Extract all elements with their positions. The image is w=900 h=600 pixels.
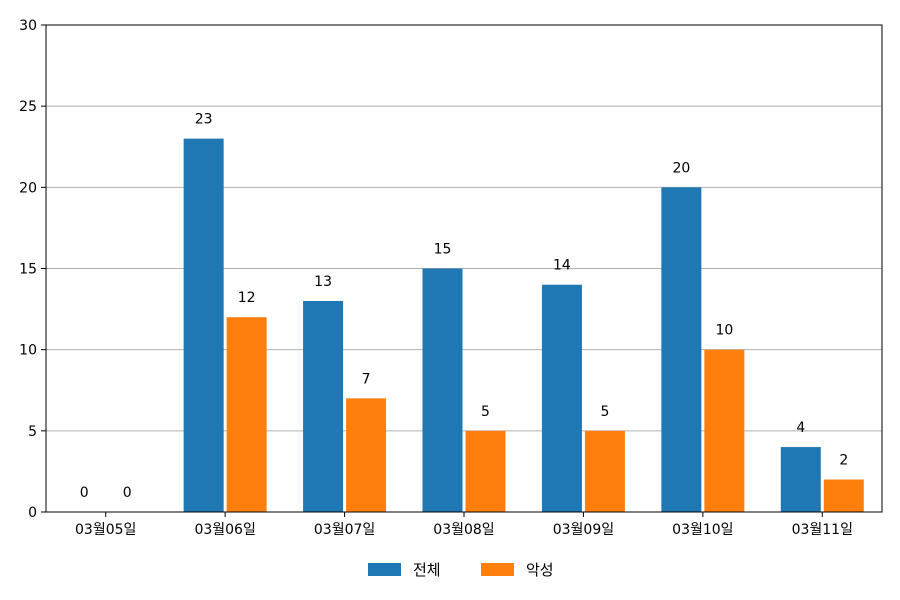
y-tick-label: 15 [19,262,37,278]
data-label: 4 [796,420,805,436]
x-tick-label: 03월08일 [433,522,494,538]
y-tick-label: 0 [28,505,37,521]
x-tick-label: 03월10일 [672,522,733,538]
data-label: 0 [80,485,89,501]
x-tick-label: 03월07일 [314,522,375,538]
y-axis: 0 5 10 15 20 25 30 [19,18,46,521]
bar-total [780,447,821,512]
data-label: 5 [600,404,609,420]
y-tick-label: 30 [19,18,37,34]
legend-label: 악성 [526,561,554,579]
legend: 전체 악성 [368,561,554,579]
legend-label: 전체 [413,561,441,579]
bars [183,138,864,513]
data-label: 10 [715,323,733,339]
data-label: 2 [839,453,848,469]
bar-malicious [704,349,745,512]
data-label: 14 [553,258,571,274]
bar-total [422,268,463,512]
bar-malicious [346,398,387,512]
x-tick-label: 03월11일 [792,522,853,538]
y-tick-label: 20 [19,180,37,196]
data-label: 5 [481,404,490,420]
data-label: 0 [123,485,132,501]
legend-swatch [368,563,401,576]
x-tick-label: 03월05일 [75,522,136,538]
bar-malicious [465,430,506,512]
y-tick-label: 5 [28,424,37,440]
bar-malicious [226,317,267,512]
data-label: 15 [434,242,452,258]
x-axis: 03월05일 03월06일 03월07일 03월08일 03월09일 03월10일 03월1… [75,512,853,538]
data-label: 13 [314,274,332,290]
data-label: 7 [362,371,371,387]
bar-malicious [584,430,625,512]
data-label: 12 [238,290,256,306]
y-tick-label: 25 [19,99,37,115]
bar-malicious [823,479,864,512]
bar-total [541,284,582,512]
bar-total [303,300,344,512]
data-label: 23 [195,112,213,128]
bar-total [183,138,224,512]
data-labels: 0 0 23 12 13 7 15 5 14 5 20 10 4 2 [80,112,848,501]
legend-swatch [481,563,514,576]
gridlines [46,105,882,432]
data-label: 20 [672,160,690,176]
bar-total [661,187,702,513]
y-tick-label: 10 [19,343,37,359]
x-tick-label: 03월06일 [194,522,255,538]
x-tick-label: 03월09일 [553,522,614,538]
